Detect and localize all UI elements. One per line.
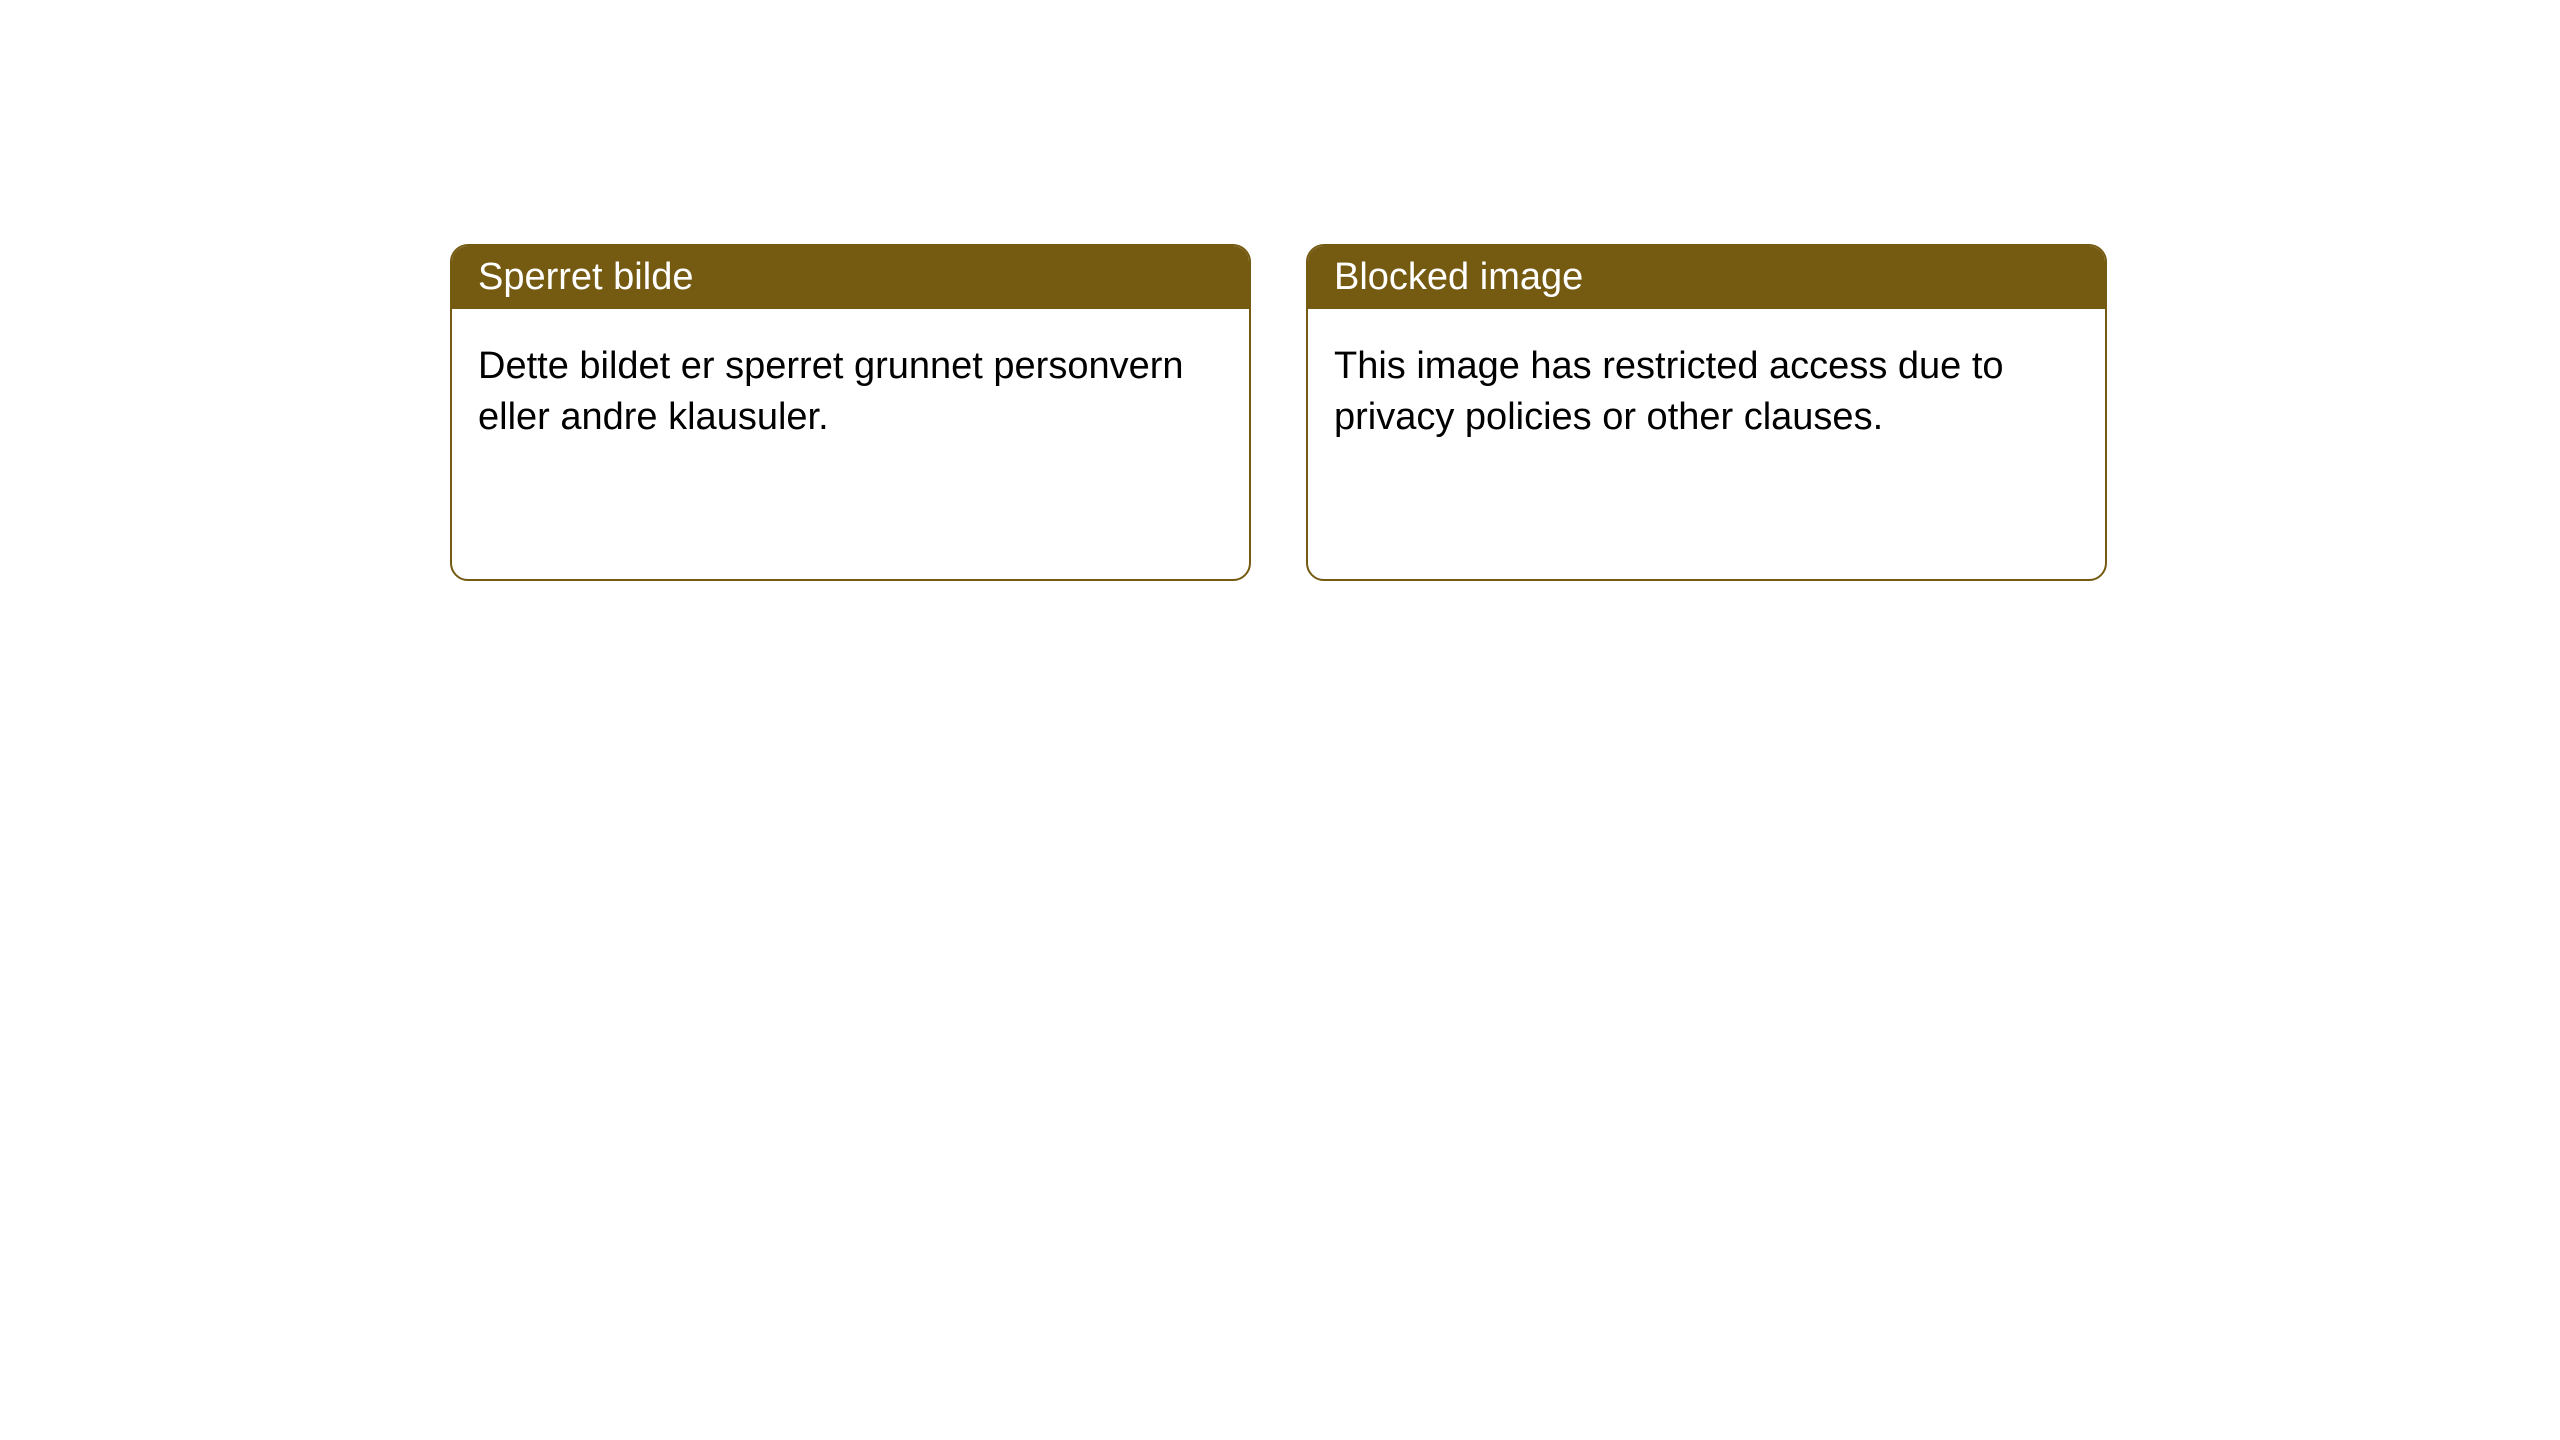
notice-cards-container: Sperret bilde Dette bildet er sperret gr…	[450, 244, 2107, 581]
notice-card-body-text: This image has restricted access due to …	[1334, 345, 2004, 438]
notice-card-body: This image has restricted access due to …	[1308, 309, 2105, 579]
notice-card-body-text: Dette bildet er sperret grunnet personve…	[478, 345, 1184, 438]
notice-card-header: Blocked image	[1308, 246, 2105, 309]
notice-card-title: Sperret bilde	[478, 256, 693, 298]
notice-card-body: Dette bildet er sperret grunnet personve…	[452, 309, 1249, 579]
notice-card-header: Sperret bilde	[452, 246, 1249, 309]
notice-card-norwegian: Sperret bilde Dette bildet er sperret gr…	[450, 244, 1251, 581]
notice-card-english: Blocked image This image has restricted …	[1306, 244, 2107, 581]
notice-card-title: Blocked image	[1334, 256, 1583, 298]
